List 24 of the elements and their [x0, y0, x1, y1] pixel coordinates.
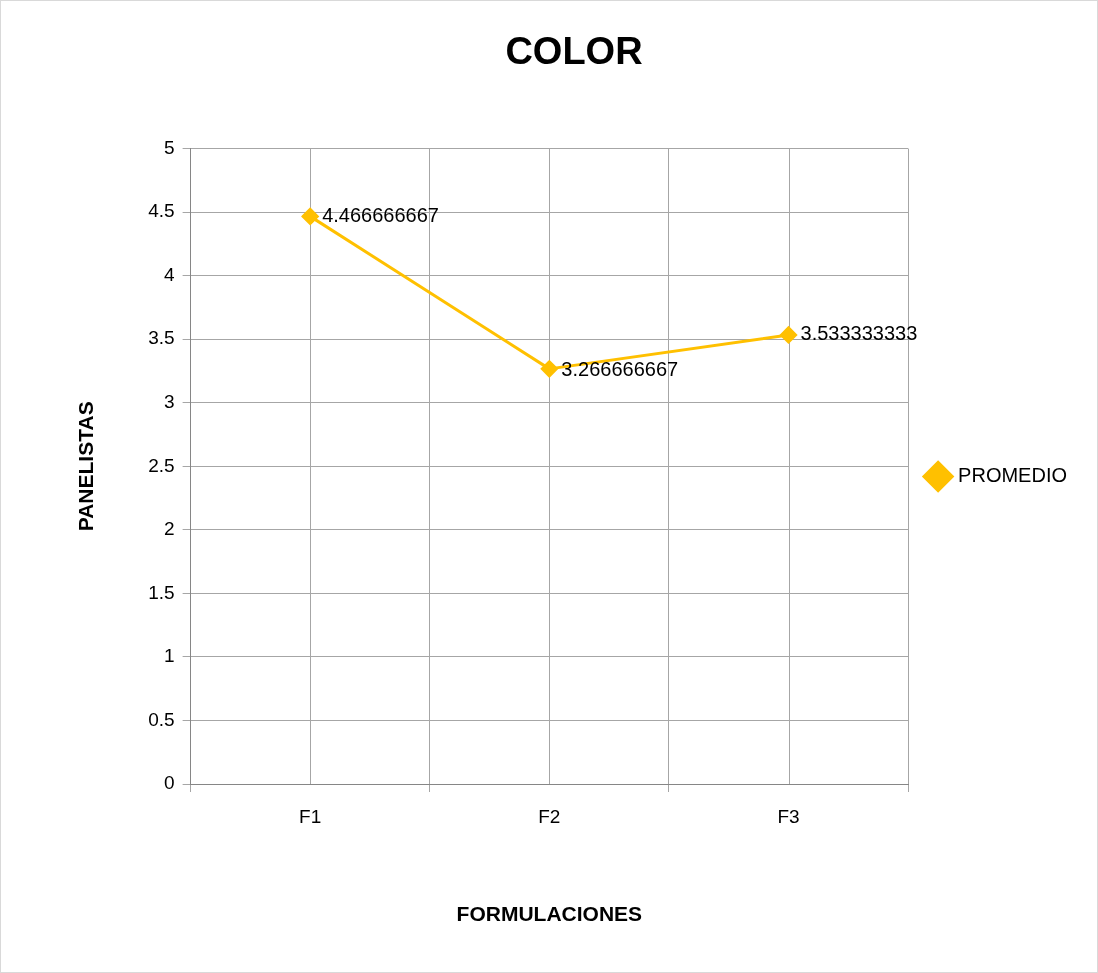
y-tick-label: 2.5	[148, 454, 175, 476]
x-tick-label: F2	[538, 805, 561, 827]
y-tick-label: 2	[164, 518, 175, 540]
x-tick-label: F3	[777, 805, 800, 827]
point	[540, 360, 558, 378]
y-tick-label: 0	[164, 772, 175, 794]
y-tick-label: 1	[164, 645, 175, 667]
chart-title: COLOR	[505, 30, 643, 73]
y-tick-label: 1.5	[148, 581, 175, 603]
y-tick-label: 4	[164, 263, 176, 285]
y-tick-label: 0.5	[148, 708, 175, 730]
point	[301, 207, 319, 225]
x-tick-label: F1	[299, 805, 322, 827]
y-tick-label: 5	[164, 136, 175, 158]
y-axis-title: PANELISTAS	[74, 401, 98, 532]
point	[780, 326, 798, 344]
legend-label: PROMEDIO	[958, 464, 1068, 487]
data-label: 3.533333333	[800, 322, 918, 345]
x-axis-title: FORMULACIONES	[456, 902, 643, 926]
y-tick-label: 3.5	[148, 327, 175, 349]
y-tick-label: 4.5	[148, 200, 175, 222]
data-label: 3.266666667	[561, 358, 679, 381]
data-label: 4.466666667	[322, 203, 439, 226]
y-tick-label: 3	[164, 390, 175, 412]
